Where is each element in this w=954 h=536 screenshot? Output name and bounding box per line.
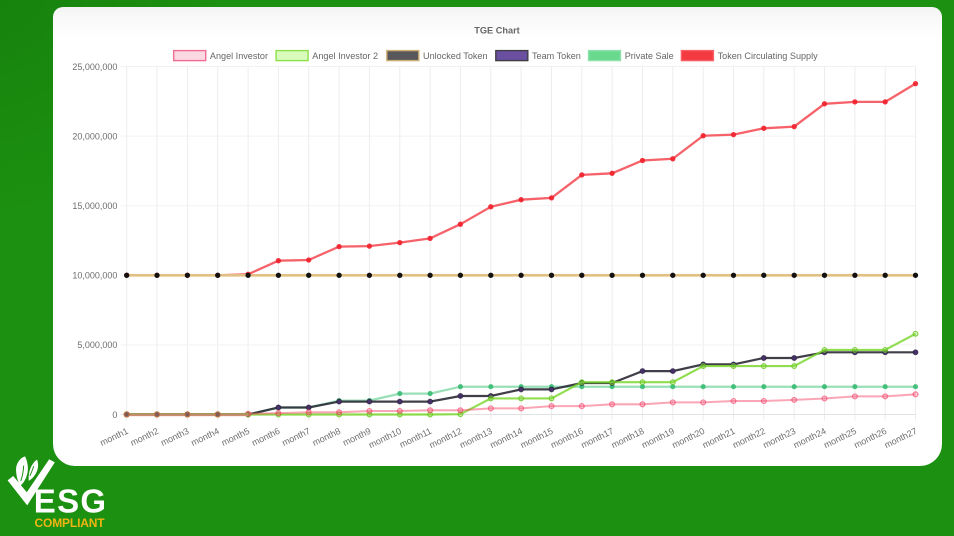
svg-text:month16: month16 — [549, 426, 585, 450]
svg-text:month22: month22 — [731, 426, 767, 450]
svg-text:Private Sale: Private Sale — [625, 51, 674, 61]
svg-text:month6: month6 — [250, 426, 281, 448]
svg-text:25,000,000: 25,000,000 — [72, 62, 117, 72]
svg-text:Token Circulating Supply: Token Circulating Supply — [718, 51, 819, 61]
svg-text:month18: month18 — [610, 426, 646, 450]
svg-text:month17: month17 — [579, 426, 615, 450]
svg-text:20,000,000: 20,000,000 — [72, 131, 117, 141]
svg-text:month23: month23 — [761, 426, 797, 450]
svg-text:5,000,000: 5,000,000 — [77, 340, 117, 350]
svg-text:month27: month27 — [883, 426, 919, 450]
svg-text:ESG: ESG — [34, 482, 108, 519]
svg-text:Angel Investor 2: Angel Investor 2 — [312, 51, 378, 61]
svg-text:month13: month13 — [458, 426, 494, 450]
svg-text:TGE Chart: TGE Chart — [474, 26, 519, 36]
svg-text:month15: month15 — [519, 426, 555, 450]
svg-text:month10: month10 — [367, 426, 403, 450]
svg-text:10,000,000: 10,000,000 — [72, 271, 117, 281]
svg-text:month1: month1 — [98, 426, 129, 448]
svg-text:month2: month2 — [129, 426, 160, 448]
svg-text:month4: month4 — [189, 426, 220, 448]
svg-text:month7: month7 — [280, 426, 311, 448]
svg-text:month3: month3 — [159, 426, 190, 448]
svg-text:month25: month25 — [822, 426, 858, 450]
svg-text:month14: month14 — [488, 426, 524, 450]
svg-text:month26: month26 — [852, 426, 888, 450]
svg-text:month12: month12 — [428, 426, 464, 450]
svg-text:Angel Investor: Angel Investor — [210, 51, 268, 61]
svg-text:Unlocked Token: Unlocked Token — [423, 51, 488, 61]
svg-text:month8: month8 — [311, 426, 342, 448]
svg-text:Team Token: Team Token — [532, 51, 581, 61]
svg-text:0: 0 — [112, 410, 117, 420]
svg-text:COMPLIANT: COMPLIANT — [35, 516, 106, 530]
svg-text:month19: month19 — [640, 426, 676, 450]
svg-text:15,000,000: 15,000,000 — [72, 201, 117, 211]
svg-text:month24: month24 — [792, 426, 828, 450]
svg-text:month21: month21 — [701, 426, 737, 450]
svg-text:month5: month5 — [220, 426, 251, 448]
svg-text:month11: month11 — [398, 426, 433, 450]
svg-text:month20: month20 — [670, 426, 706, 450]
